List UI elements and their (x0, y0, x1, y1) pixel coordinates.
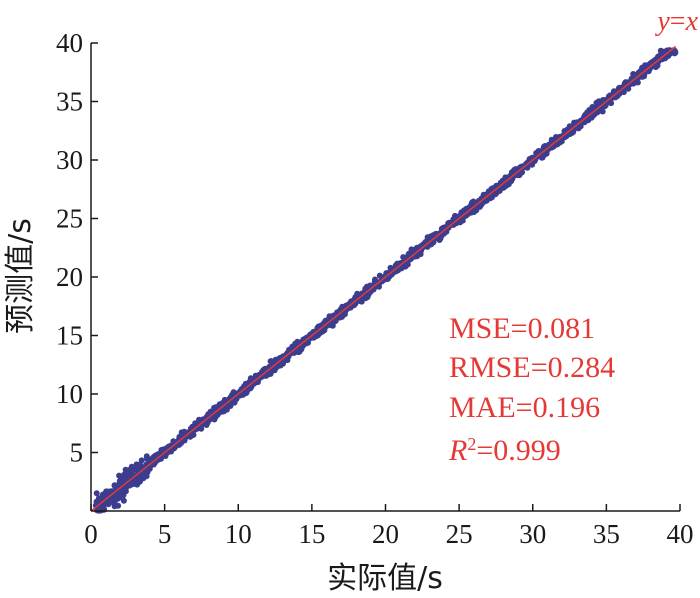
data-point (117, 488, 124, 495)
data-point (633, 76, 640, 83)
y-tick-label: 25 (56, 204, 83, 234)
data-point (639, 73, 646, 80)
data-point (120, 497, 127, 504)
data-point (642, 68, 649, 75)
metric-r2: R2=0.999 (448, 434, 561, 467)
data-point (417, 247, 424, 254)
data-point (376, 272, 383, 279)
x-tick-label: 40 (667, 519, 694, 549)
data-point (111, 482, 118, 489)
data-point (512, 166, 519, 172)
data-point (356, 296, 363, 302)
x-tick-label: 0 (84, 519, 98, 549)
data-point (372, 276, 378, 283)
x-tick-label: 20 (372, 519, 399, 549)
y-tick-label: 15 (56, 321, 83, 351)
y-ticks: 5 10 15 20 25 30 35 40 (56, 28, 98, 468)
data-point (142, 472, 149, 479)
data-point (586, 110, 593, 117)
data-point (93, 490, 100, 497)
data-point (614, 87, 621, 94)
data-point (394, 260, 401, 267)
y-tick-label: 5 (70, 438, 84, 468)
y-tick-label: 35 (56, 87, 83, 117)
data-point (115, 502, 122, 509)
metrics-panel: MSE=0.081 RMSE=0.284 MAE=0.196 R2=0.999 (448, 312, 615, 467)
x-ticks: 0 5 10 15 20 25 30 35 40 (84, 504, 694, 549)
data-point (143, 453, 150, 460)
data-point (364, 294, 371, 301)
data-point (135, 463, 142, 470)
reference-line-y-equals-x (90, 45, 677, 512)
data-point (619, 84, 626, 91)
x-tick-label: 10 (225, 519, 252, 549)
x-tick-label: 30 (519, 519, 546, 549)
data-point (272, 356, 279, 363)
data-point (113, 496, 120, 503)
data-point (441, 228, 448, 235)
data-point (570, 123, 577, 130)
x-tick-label: 15 (298, 519, 325, 549)
x-axis-label: 实际值/s (327, 561, 443, 596)
x-tick-label: 25 (446, 519, 473, 549)
data-point (126, 467, 133, 473)
data-point (211, 404, 218, 411)
y-tick-label: 10 (56, 379, 83, 409)
data-point (262, 365, 269, 372)
x-tick-label: 35 (593, 519, 620, 549)
metric-mae: MAE=0.196 (449, 391, 600, 424)
data-point (552, 140, 558, 147)
data-point (479, 195, 486, 202)
y-tick-label: 20 (56, 262, 83, 292)
data-point (600, 97, 606, 103)
data-point (516, 172, 523, 179)
x-tick-label: 5 (158, 519, 172, 549)
data-point (119, 475, 126, 482)
data-point (548, 136, 555, 143)
metric-rmse: RMSE=0.284 (449, 351, 615, 384)
reference-line-label: y=x (654, 6, 698, 37)
y-axis-label: 预测值/s (3, 218, 38, 334)
metric-mse: MSE=0.081 (449, 312, 595, 345)
data-point (502, 174, 509, 181)
data-point (136, 478, 143, 485)
data-point (625, 79, 632, 86)
data-point (331, 316, 338, 323)
axes: 0 5 10 15 20 25 30 35 40 5 10 15 20 25 30 35 40 (56, 28, 694, 549)
y-tick-label: 30 (56, 145, 83, 175)
y-tick-label: 40 (56, 28, 83, 58)
data-points (92, 47, 679, 514)
